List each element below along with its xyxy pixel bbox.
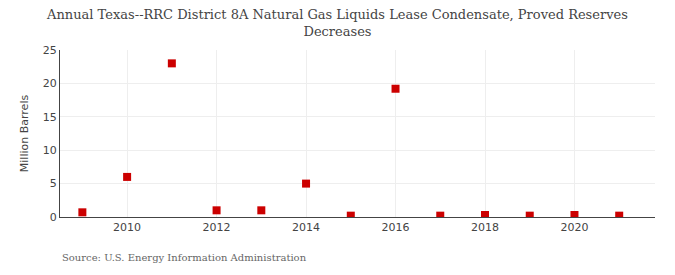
svg-text:2020: 2020 [560,221,588,234]
svg-text:25: 25 [43,44,57,57]
svg-text:2010: 2010 [113,221,141,234]
svg-text:Million Barrels: Million Barrels [18,95,31,173]
svg-text:Annual Texas--RRC District 8A: Annual Texas--RRC District 8A Natural Ga… [46,7,628,39]
svg-text:15: 15 [43,111,57,124]
svg-text:20: 20 [43,77,57,90]
svg-text:2012: 2012 [203,221,231,234]
svg-text:0: 0 [50,211,57,224]
svg-text:2018: 2018 [471,221,499,234]
svg-text:2014: 2014 [292,221,320,234]
svg-text:2016: 2016 [382,221,410,234]
svg-text:10: 10 [43,144,57,157]
svg-text:5: 5 [50,177,57,190]
svg-text:Source: U.S. Energy Informatio: Source: U.S. Energy Information Administ… [62,252,307,263]
